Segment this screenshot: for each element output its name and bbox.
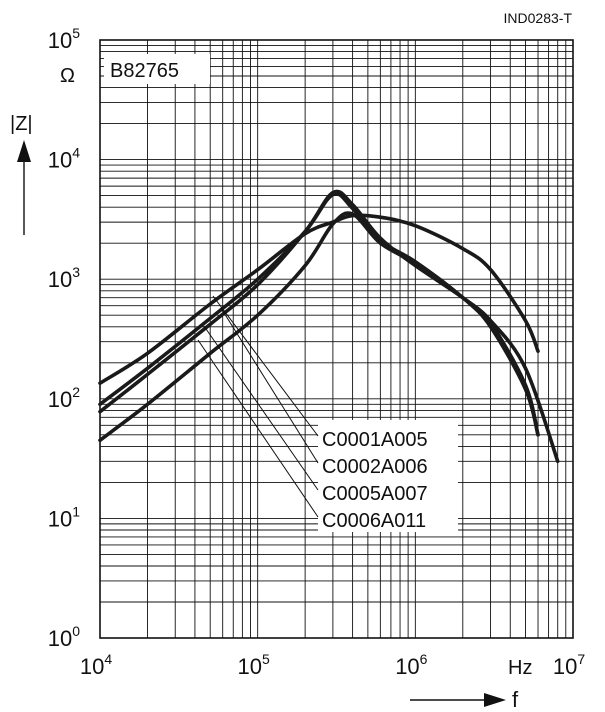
y-tick-label: 103 [48, 264, 80, 292]
series-line-2 [98, 191, 540, 437]
y-tick-label: 102 [48, 384, 80, 412]
y-tick-label: 104 [48, 145, 80, 173]
y-tick-label: 100 [48, 623, 80, 651]
series-legend: C0001A005 C0002A006 C0005A007 C0006A011 [197, 295, 458, 532]
plot-frame [99, 39, 574, 639]
legend-leader-line [220, 307, 319, 464]
y-axis-arrowhead-icon [17, 140, 31, 162]
legend-label: C0006A011 [322, 510, 426, 532]
legend-label: C0001A005 [322, 429, 428, 451]
legend-leader-line [203, 325, 319, 491]
x-tick-label: 104 [80, 651, 112, 679]
legend-label: C0002A006 [322, 456, 428, 478]
document-id: IND0283-T [504, 10, 573, 26]
grid [100, 40, 573, 638]
series-curves [98, 189, 560, 464]
x-tick-label: 105 [238, 651, 270, 679]
y-axis-label: |Z| [10, 113, 33, 135]
part-label: B82765 [110, 60, 179, 82]
x-axis-label: f [512, 687, 519, 712]
y-tick-label: 105 [48, 25, 80, 53]
series-line-4 [98, 211, 540, 443]
x-unit-label: Hz [508, 657, 532, 679]
legend-box [318, 420, 458, 532]
legend-leader-line [197, 339, 319, 518]
x-axis-arrowhead-icon [484, 693, 506, 707]
x-tick-label: 107 [553, 651, 585, 679]
y-tick-label: 101 [48, 503, 80, 531]
legend-leader-line [212, 295, 319, 437]
x-tick-label: 106 [395, 651, 427, 679]
part-label-box [104, 54, 210, 84]
y-unit-label: Ω [60, 65, 75, 87]
legend-label: C0005A007 [322, 483, 428, 505]
tick-labels: 100 101 102 103 104 105 104 105 106 107 [48, 25, 586, 679]
